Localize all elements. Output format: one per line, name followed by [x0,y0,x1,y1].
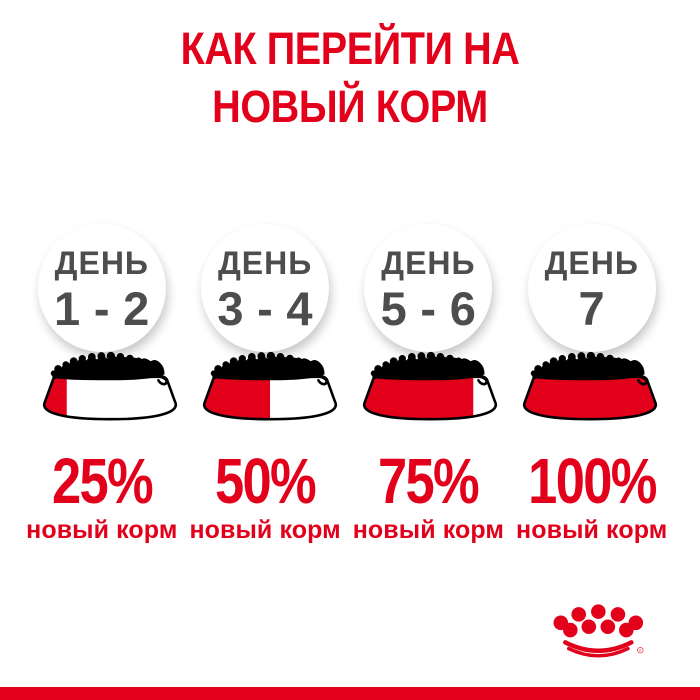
svg-text:R: R [639,649,642,653]
